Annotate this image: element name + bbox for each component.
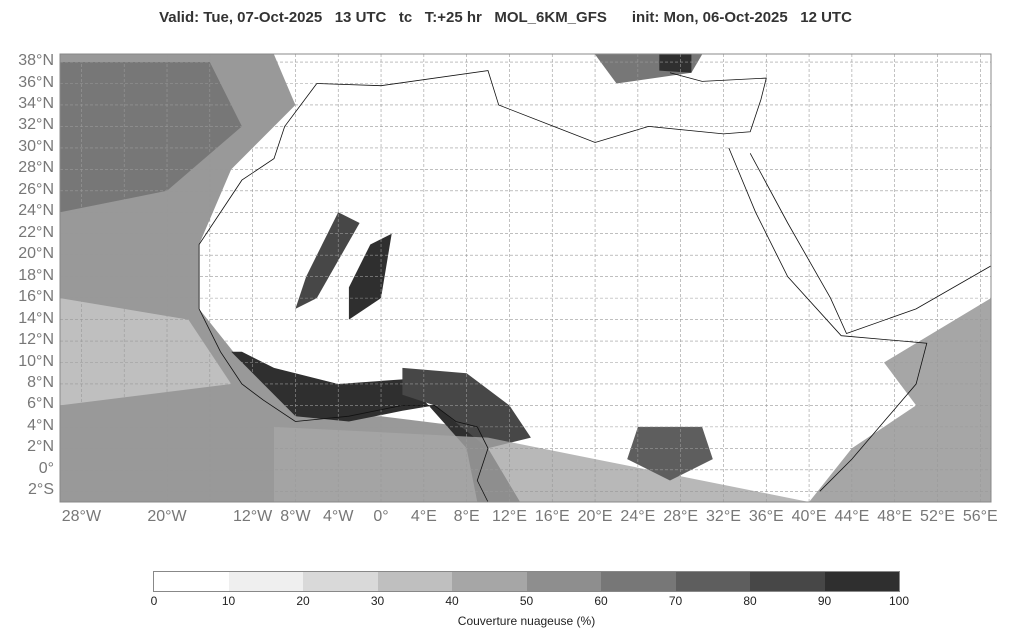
lon-label: 16°E (534, 508, 570, 525)
lon-label: 8°W (280, 508, 311, 525)
lon-label: 4°W (323, 508, 354, 525)
colorbar-swatch (824, 572, 899, 591)
colorbar-tick: 70 (668, 594, 683, 608)
colorbar-swatch (154, 572, 229, 591)
colorbar-swatch (377, 572, 452, 591)
colorbar-tick: 60 (594, 594, 608, 608)
lat-label: 22°N (18, 223, 54, 241)
lon-label: 48°E (877, 508, 913, 525)
lon-label: 32°E (706, 508, 741, 525)
colorbar-tick: 50 (519, 594, 534, 608)
lon-label: 20°E (577, 508, 613, 525)
lat-label: 10°N (18, 352, 54, 370)
colorbar-tick: 80 (743, 594, 757, 608)
lon-label: 0° (373, 508, 389, 525)
gulf-of-guinea-dense-cloud (231, 351, 521, 502)
lon-label: 8°E (453, 508, 480, 525)
lat-label: 36°N (18, 73, 54, 91)
colorbar-swatch (526, 572, 601, 591)
indian-ocean-cloud (809, 298, 991, 502)
lat-label: 26°N (18, 180, 54, 198)
lat-label: 14°N (18, 309, 54, 327)
colorbar-swatch (303, 572, 378, 591)
colorbar-tick: 100 (888, 594, 910, 608)
africa-east-coast (728, 147, 928, 492)
atlantic-cloud-light (60, 298, 232, 406)
lat-label: 34°N (18, 94, 54, 112)
lon-label: 44°E (834, 508, 870, 525)
colorbar-tick: 20 (296, 594, 310, 608)
lat-label: 4°N (27, 416, 54, 434)
colorbar-swatch (675, 572, 750, 591)
africa-west-coast (198, 83, 489, 503)
colorbar-swatch (452, 572, 527, 591)
lat-label: 16°N (18, 288, 54, 306)
lat-label: 24°N (18, 202, 54, 220)
colorbar-swatch (750, 572, 825, 591)
sahara-cloud-band (295, 212, 360, 309)
lat-label: 2°N (27, 438, 54, 456)
lon-label: 56°E (962, 508, 998, 525)
lon-label: 12°E (492, 508, 527, 525)
lat-label: 28°N (18, 159, 54, 177)
lon-label: 52°E (920, 508, 955, 525)
lon-label: 24°E (620, 508, 656, 525)
colorbar-tick: 90 (817, 594, 832, 608)
colorbar-tick: 40 (445, 594, 459, 608)
colorbar-swatch (601, 572, 676, 591)
lat-label: 30°N (18, 137, 54, 155)
nigeria-cloud (402, 367, 531, 449)
lat-label: 18°N (18, 266, 54, 284)
colorbar-label: Couverture nuageuse (%) (457, 614, 596, 628)
lon-label: 28°W (61, 508, 102, 525)
lon-label: 40°E (791, 508, 827, 525)
equatorial-cloud (274, 426, 810, 502)
lon-label: 4°E (410, 508, 437, 525)
lat-label: 2°S (28, 481, 54, 499)
turkey-cloud (659, 54, 692, 73)
lat-label: 6°N (27, 395, 54, 413)
lon-label: 36°E (748, 508, 784, 525)
atlantic-cloud-north (60, 62, 242, 213)
colorbar-tick: 30 (370, 594, 385, 608)
lon-label: 12°W (232, 508, 273, 525)
arabia-coast (749, 153, 992, 334)
map-title: Valid: Tue, 07-Oct-2025 13 UTC tc T:+25 … (159, 9, 852, 26)
map-frame (59, 53, 992, 503)
lat-label: 20°N (18, 245, 54, 263)
lat-label: 38°N (18, 52, 54, 70)
colorbar-tick: 0 (150, 594, 158, 608)
mediterranean-coast (316, 70, 767, 143)
lat-label: 0° (38, 459, 54, 477)
lon-label: 20°W (147, 508, 187, 525)
colorbar (153, 571, 900, 592)
congo-cloud (627, 426, 713, 481)
lon-label: 28°E (663, 508, 699, 525)
lat-label: 12°N (18, 331, 54, 349)
lat-label: 32°N (18, 116, 54, 134)
colorbar-swatch (228, 572, 303, 591)
colorbar-tick: 10 (221, 594, 236, 608)
lat-label: 8°N (27, 373, 54, 391)
